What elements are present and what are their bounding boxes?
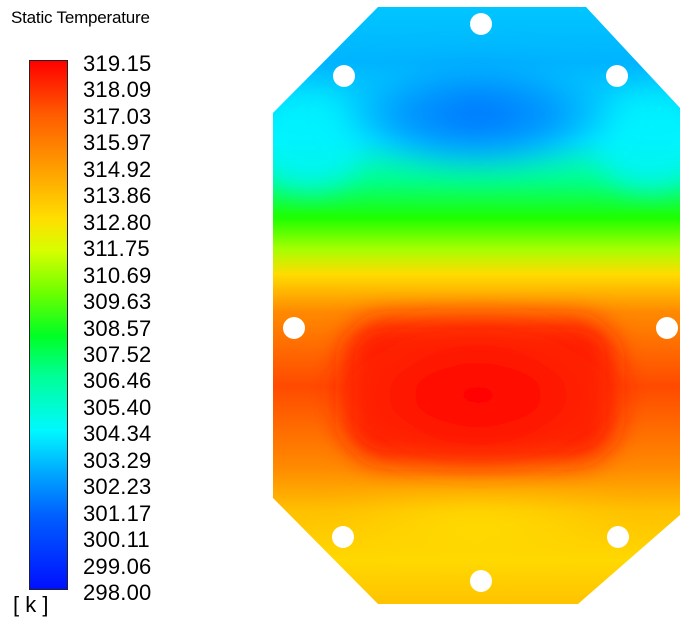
legend-tick-label: 299.06: [83, 553, 152, 579]
legend-title: Static Temperature: [11, 8, 150, 27]
legend-tick-label: 310.69: [83, 262, 152, 288]
bolt-hole: [470, 570, 492, 592]
legend-tick-label: 305.40: [83, 394, 152, 420]
legend-tick-label: 300.11: [83, 527, 150, 553]
color-scale-bar: [29, 60, 68, 590]
bolt-hole: [333, 65, 355, 87]
legend-tick-label: 308.57: [83, 315, 152, 341]
legend-tick-label: 302.23: [83, 474, 152, 500]
legend-tick-label: 298.00: [83, 580, 152, 605]
bolt-hole: [283, 317, 305, 339]
bolt-hole: [606, 65, 628, 87]
legend-unit: [ k ]: [13, 592, 49, 617]
legend-tick-label: 303.29: [83, 447, 152, 473]
legend-tick-label: 304.34: [83, 421, 152, 447]
legend-tick-label: 314.92: [83, 156, 152, 182]
legend-tick-label: 306.46: [83, 368, 152, 394]
legend-tick-label: 309.63: [83, 289, 152, 315]
legend-tick-label: 307.52: [83, 341, 152, 367]
legend-tick-label: 319.15: [83, 51, 152, 76]
bolt-holes: [283, 13, 678, 592]
bolt-hole: [656, 317, 678, 339]
legend-tick-label: 318.09: [83, 77, 152, 103]
bolt-hole: [607, 526, 629, 548]
plate-body: [273, 7, 680, 604]
legend-tick-label: 315.97: [83, 130, 152, 156]
legend-tick-label: 313.86: [83, 183, 152, 209]
legend-tick-label: 312.80: [83, 209, 152, 235]
legend-tick-label: 317.03: [83, 103, 152, 129]
legend-tick-label: 301.17: [83, 500, 152, 526]
legend-tick-label: 311.75: [83, 236, 150, 262]
bolt-hole: [332, 526, 354, 548]
bolt-hole: [470, 13, 492, 35]
